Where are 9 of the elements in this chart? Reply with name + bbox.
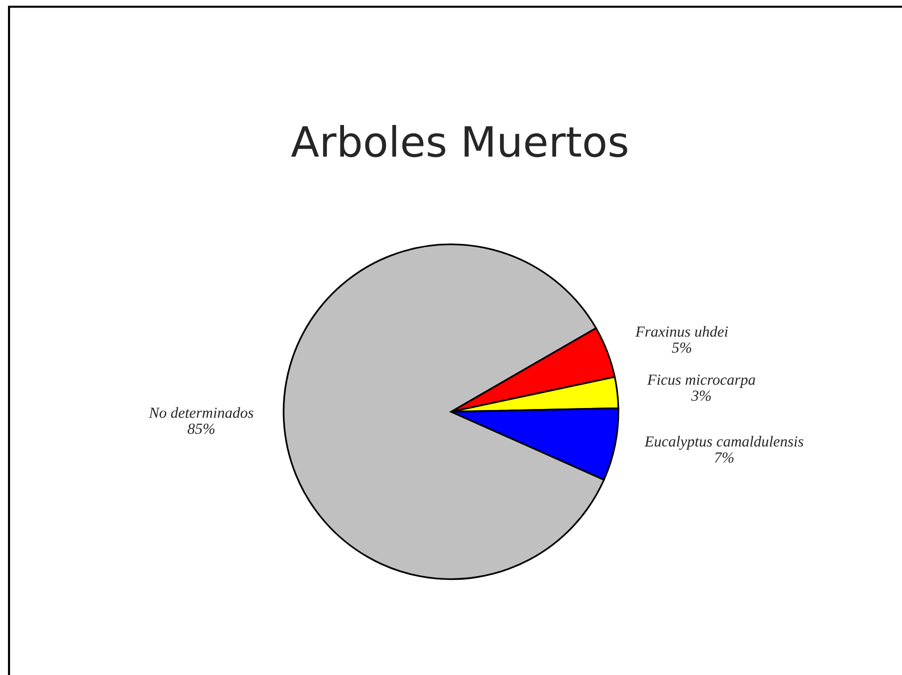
slice-label: Eucalyptus camaldulensis — [644, 436, 804, 450]
data-label: 3% — [691, 390, 711, 401]
data-label: 5% — [672, 342, 692, 353]
data-label: 7% — [714, 452, 734, 463]
slice-label: Fraxinus uhdei — [635, 326, 728, 337]
slice-label: No determinados — [148, 407, 254, 418]
data-label: 85% — [188, 424, 214, 434]
chart-title: Arboles Muertos — [291, 124, 628, 158]
slice-label: Ficus microcarpa — [647, 374, 756, 388]
